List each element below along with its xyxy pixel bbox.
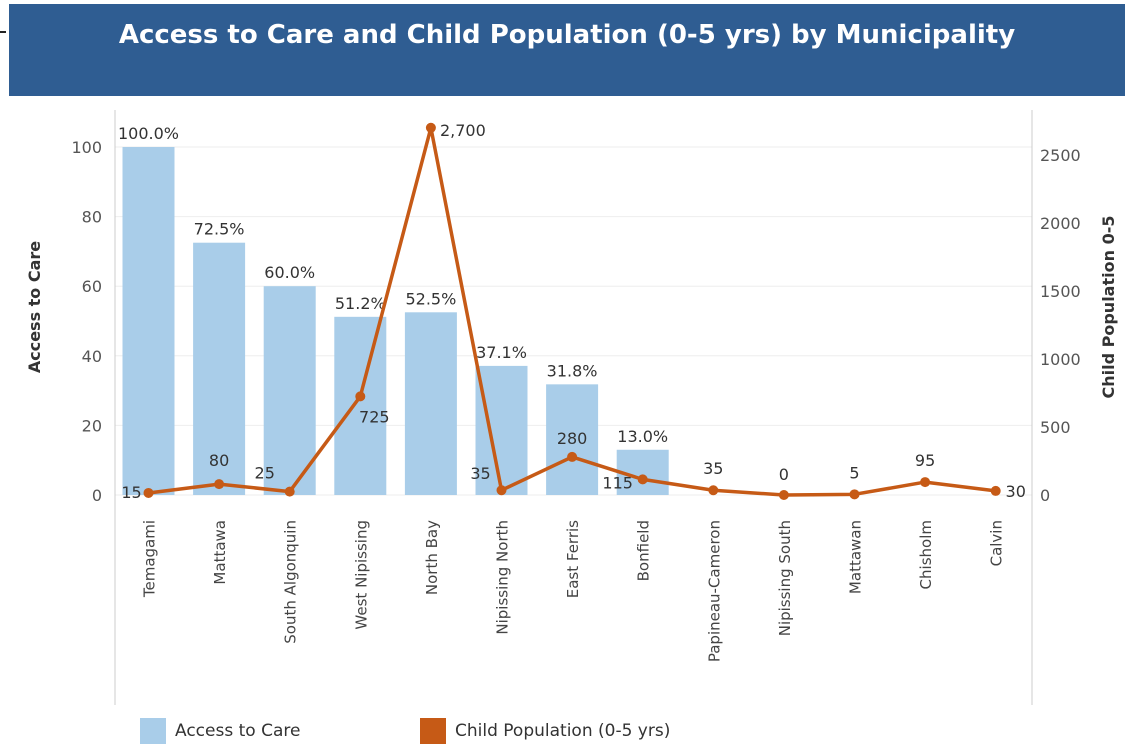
- legend-label-child-population: Child Population (0-5 yrs): [455, 721, 671, 741]
- right-tick-label: 2000: [1040, 214, 1081, 233]
- line-data-label: 15: [121, 483, 141, 502]
- category-label: East Ferris: [564, 520, 582, 598]
- line-data-label: 280: [557, 429, 588, 448]
- category-label: Papineau-Cameron: [705, 520, 723, 662]
- line-point: [284, 486, 295, 497]
- right-tick-label: 500: [1040, 418, 1071, 437]
- edge-tick-mark: [0, 31, 6, 33]
- line-data-label: 35: [470, 464, 490, 483]
- line-data-label: 725: [359, 407, 390, 426]
- line-data-label: 115: [602, 473, 633, 492]
- category-label: Bonfield: [635, 520, 653, 581]
- legend-bar-swatch: [140, 718, 166, 744]
- line-point: [143, 487, 154, 498]
- category-label: Calvin: [988, 520, 1006, 566]
- line-point: [567, 451, 578, 462]
- legend-line-swatch: [420, 718, 446, 744]
- line-point: [425, 122, 436, 133]
- bar-data-label: 51.2%: [335, 294, 386, 313]
- bar: [475, 365, 528, 495]
- category-label: South Algonquin: [282, 520, 300, 644]
- right-tick-label: 1000: [1040, 350, 1081, 369]
- bar: [404, 312, 457, 495]
- bar-data-label: 52.5%: [405, 289, 456, 308]
- legend-label-access-to-care: Access to Care: [175, 721, 301, 741]
- legend-item-child-population[interactable]: Child Population (0-5 yrs): [420, 716, 670, 746]
- bar: [263, 286, 316, 495]
- line-data-label: 0: [779, 465, 789, 484]
- left-axis-title: Access to Care: [25, 241, 44, 373]
- line-data-label: 2,700: [440, 121, 486, 140]
- line-data-label: 80: [209, 451, 229, 470]
- legend-item-access-to-care[interactable]: Access to Care: [140, 716, 300, 746]
- category-label: Mattawa: [211, 520, 229, 585]
- line-point: [708, 485, 719, 496]
- bar-data-label: 31.8%: [547, 361, 598, 380]
- left-tick-label: 0: [92, 486, 102, 505]
- category-label: Nipissing South: [776, 520, 794, 636]
- bar: [546, 384, 599, 495]
- bar: [193, 242, 246, 495]
- line-data-label: 30: [1006, 482, 1026, 501]
- category-label: West Nipissing: [352, 520, 370, 630]
- bar-data-label: 100.0%: [118, 124, 179, 143]
- line-point: [496, 485, 507, 496]
- left-tick-label: 100: [71, 138, 102, 157]
- right-tick-label: 2500: [1040, 146, 1081, 165]
- line-point: [355, 391, 366, 402]
- bar-data-label: 37.1%: [476, 343, 527, 362]
- right-tick-label: 1500: [1040, 282, 1081, 301]
- line-data-label: 25: [255, 464, 275, 483]
- line-point: [214, 479, 225, 490]
- category-label: Temagami: [141, 520, 159, 598]
- chart-title: Access to Care and Child Population (0-5…: [9, 4, 1125, 96]
- bar: [334, 316, 387, 495]
- line-data-label: 35: [703, 459, 723, 478]
- line-data-label: 5: [849, 463, 859, 482]
- left-tick-label: 60: [82, 277, 102, 296]
- bar-data-label: 60.0%: [264, 263, 315, 282]
- right-axis-title: Child Population 0-5: [1099, 216, 1118, 399]
- left-tick-label: 40: [82, 347, 102, 366]
- right-tick-label: 0: [1040, 486, 1050, 505]
- line-point: [849, 489, 860, 500]
- line-point: [990, 485, 1001, 496]
- left-tick-label: 20: [82, 416, 102, 435]
- bar-data-label: 13.0%: [617, 427, 668, 446]
- line-point: [637, 474, 648, 485]
- category-label: Chisholm: [917, 520, 935, 589]
- line-point: [920, 477, 931, 488]
- bar-data-label: 72.5%: [194, 220, 245, 239]
- bar: [122, 147, 175, 495]
- left-tick-label: 80: [82, 208, 102, 227]
- category-label: North Bay: [423, 520, 441, 595]
- category-label: Mattawan: [847, 520, 865, 594]
- line-point: [778, 490, 789, 500]
- category-label: Nipissing North: [494, 520, 512, 635]
- line-data-label: 95: [915, 451, 935, 470]
